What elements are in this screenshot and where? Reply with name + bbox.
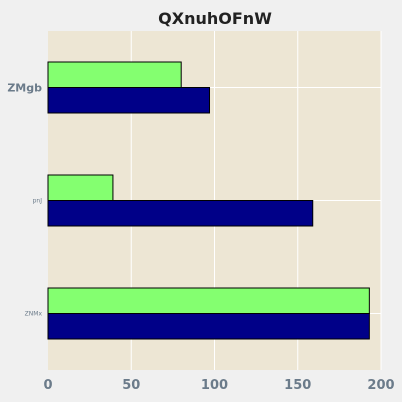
- x-tick-label: 50: [122, 378, 140, 393]
- bar: [47, 313, 370, 340]
- x-tick-label: 150: [284, 378, 311, 393]
- x-tick-label: 200: [367, 378, 394, 393]
- y-tick-label: pnJ: [33, 198, 43, 205]
- bar: [47, 61, 182, 88]
- x-tick-label: 0: [43, 378, 52, 393]
- x-tick-label: 100: [201, 378, 228, 393]
- x-tick-labels: 0 50 100 150 200: [43, 378, 394, 393]
- y-tick-labels: ZMgb pnJ ZNMx: [7, 82, 42, 318]
- bar: [47, 287, 370, 314]
- y-tick-label: ZMgb: [7, 82, 42, 95]
- bar: [47, 174, 114, 201]
- y-tick-label: ZNMx: [25, 311, 43, 318]
- bars-group: [47, 61, 370, 340]
- bar: [47, 200, 314, 227]
- chart-title: QXnuhOFnW: [158, 9, 272, 28]
- bar: [47, 87, 211, 114]
